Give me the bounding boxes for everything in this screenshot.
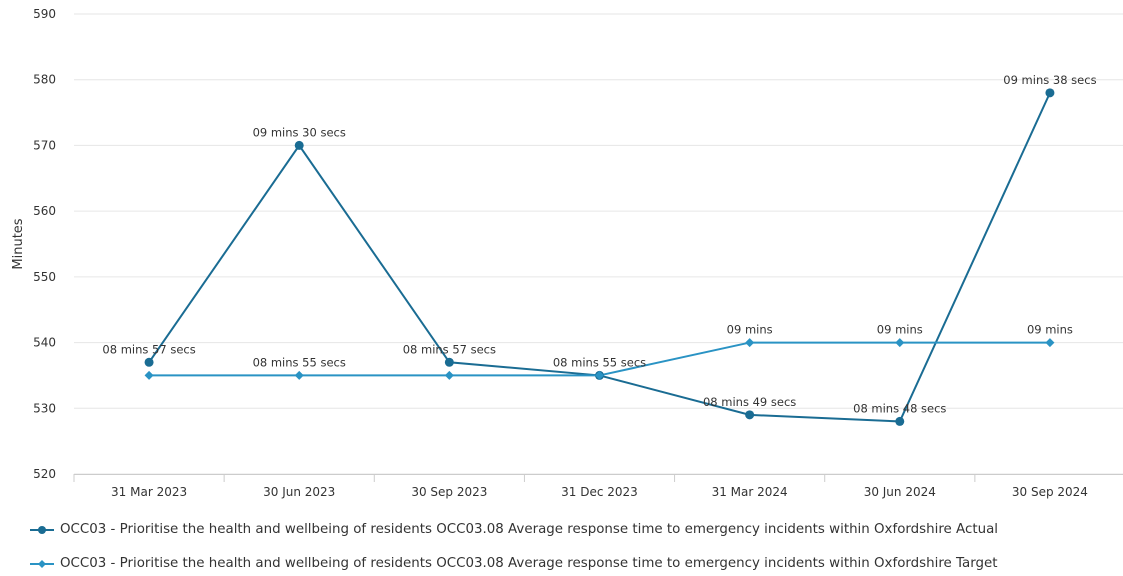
legend-item-target[interactable]: OCC03 - Prioritise the health and wellbe…	[30, 556, 1120, 571]
legend-label-target: OCC03 - Prioritise the health and wellbe…	[60, 556, 998, 571]
data-point-actual[interactable]	[144, 357, 154, 367]
y-tick-label: 590	[33, 7, 56, 21]
data-point-target[interactable]	[294, 370, 304, 380]
x-tick-label: 30 Jun 2023	[263, 485, 335, 499]
data-point-target[interactable]	[1045, 338, 1055, 348]
x-tick-label: 30 Sep 2023	[411, 485, 487, 499]
y-tick-label: 540	[33, 336, 56, 350]
gridlines	[74, 13, 1123, 475]
x-tick-label: 30 Sep 2024	[1012, 485, 1088, 499]
data-label-actual: 08 mins 57 secs	[403, 342, 496, 356]
x-tick-label: 31 Mar 2024	[712, 485, 788, 499]
data-point-actual[interactable]	[294, 140, 304, 150]
legend-label-actual: OCC03 - Prioritise the health and wellbe…	[60, 522, 998, 537]
x-tick-label: 31 Mar 2023	[111, 485, 187, 499]
legend-item-actual[interactable]: OCC03 - Prioritise the health and wellbe…	[30, 522, 1120, 537]
data-label-target: 08 mins 55 secs	[253, 355, 346, 369]
x-axis: 31 Mar 2023 30 Jun 2023 30 Sep 2023 31 Dec …	[73, 474, 1123, 499]
y-axis-title: Minutes	[11, 218, 26, 269]
data-label-target: 09 mins	[727, 323, 773, 337]
data-label-actual: 09 mins 30 secs	[253, 125, 346, 139]
data-label-target: 09 mins	[877, 323, 923, 337]
y-tick-label: 520	[33, 467, 56, 481]
data-point-target[interactable]	[595, 370, 604, 380]
y-tick-label: 550	[33, 270, 56, 284]
legend-symbol-actual	[30, 525, 54, 534]
data-label-actual: 09 mins 38 secs	[1003, 73, 1096, 87]
y-tick-label: 560	[33, 204, 56, 218]
data-label-target: 09 mins	[1027, 323, 1073, 337]
data-point-target[interactable]	[444, 370, 454, 380]
series-lines	[144, 88, 1055, 426]
data-point-actual[interactable]	[895, 416, 905, 426]
y-tick-label: 570	[33, 138, 56, 152]
data-point-actual[interactable]	[1045, 88, 1055, 98]
data-point-target[interactable]	[745, 338, 755, 348]
data-label-actual: 08 mins 48 secs	[853, 401, 946, 415]
legend-symbol-target	[30, 559, 54, 568]
data-point-target[interactable]	[895, 338, 905, 348]
data-label-actual: 08 mins 49 secs	[703, 395, 796, 409]
data-point-actual[interactable]	[444, 357, 454, 367]
data-point-target[interactable]	[144, 370, 154, 380]
y-tick-label: 580	[33, 73, 56, 87]
x-tick-label: 31 Dec 2023	[561, 485, 638, 499]
data-point-actual[interactable]	[745, 410, 755, 420]
y-axis-ticks: 520 530 540 550 560 570 580 590	[33, 7, 56, 481]
data-label-target: 08 mins 55 secs	[553, 355, 646, 369]
data-labels: 08 mins 57 secs 09 mins 30 secs 08 mins 57…	[102, 73, 1096, 416]
x-tick-label: 30 Jun 2024	[864, 485, 936, 499]
y-tick-label: 530	[33, 401, 56, 415]
data-label-actual: 08 mins 57 secs	[102, 342, 195, 356]
